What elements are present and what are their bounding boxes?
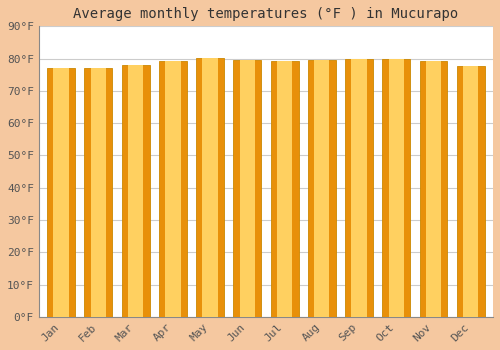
Bar: [277, 61, 292, 317]
Bar: [388, 58, 404, 317]
Bar: [54, 68, 69, 317]
Bar: [420, 61, 448, 317]
Bar: [270, 61, 298, 317]
Bar: [463, 66, 478, 317]
Bar: [240, 60, 255, 317]
Bar: [234, 60, 262, 317]
Bar: [165, 61, 180, 317]
Bar: [122, 65, 150, 317]
Bar: [90, 68, 106, 317]
Bar: [47, 68, 75, 317]
Bar: [345, 59, 373, 317]
Bar: [84, 68, 112, 317]
Bar: [352, 59, 366, 317]
Bar: [159, 61, 187, 317]
Bar: [128, 65, 144, 317]
Bar: [457, 66, 484, 317]
Bar: [382, 58, 410, 317]
Bar: [202, 58, 218, 317]
Bar: [308, 60, 336, 317]
Bar: [314, 60, 330, 317]
Bar: [426, 61, 441, 317]
Bar: [196, 58, 224, 317]
Title: Average monthly temperatures (°F ) in Mucurapo: Average monthly temperatures (°F ) in Mu…: [74, 7, 458, 21]
